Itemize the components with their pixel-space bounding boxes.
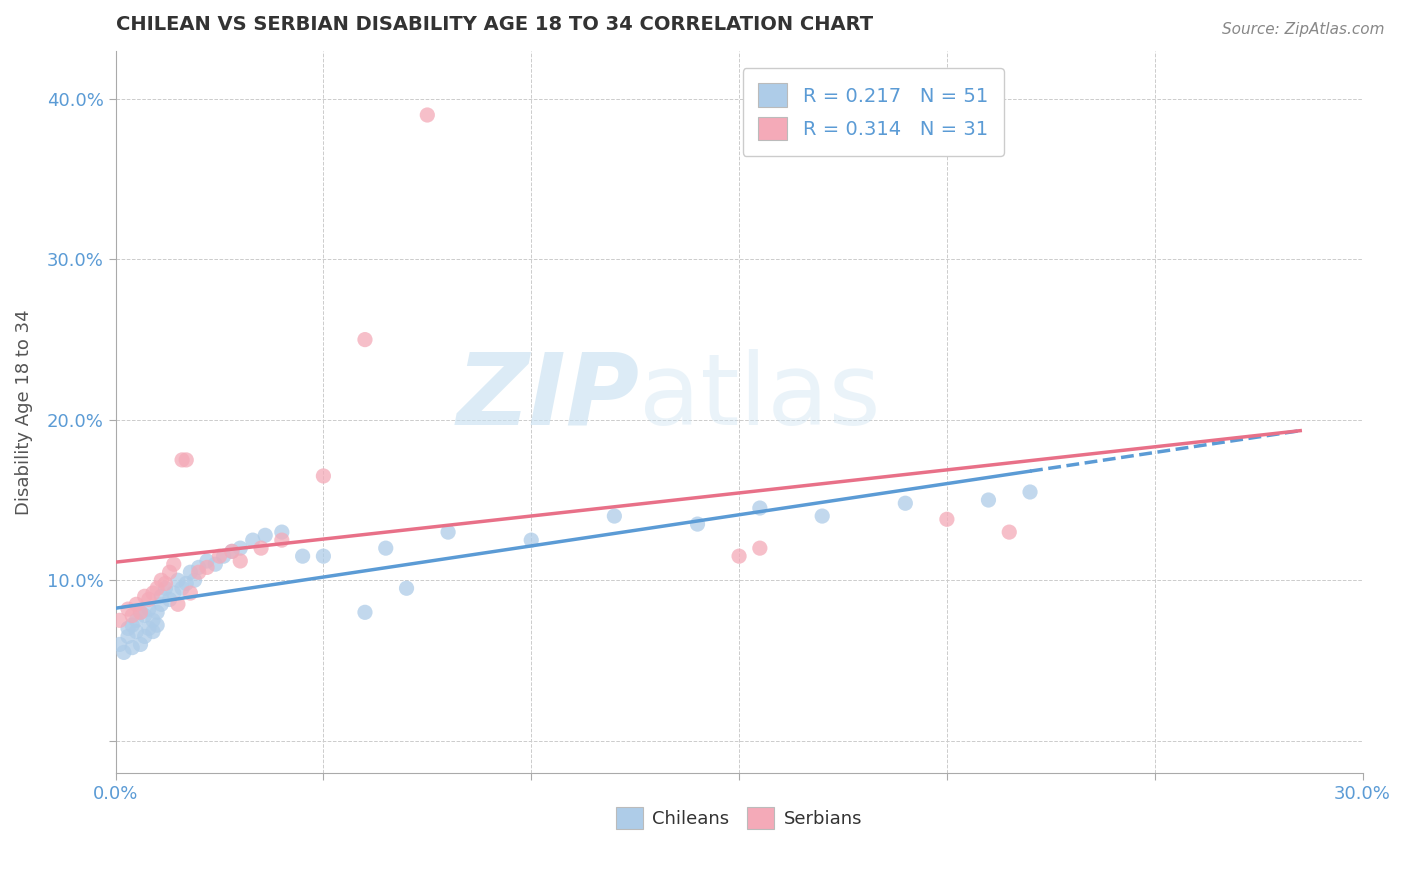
- Point: [520, 533, 543, 548]
- Point: [977, 493, 1000, 508]
- Point: [121, 640, 143, 655]
- Legend: Chileans, Serbians: Chileans, Serbians: [609, 799, 869, 836]
- Point: [221, 544, 243, 558]
- Point: [748, 501, 770, 516]
- Point: [163, 586, 186, 600]
- Text: ZIP: ZIP: [457, 349, 640, 446]
- Point: [134, 608, 156, 623]
- Point: [150, 597, 173, 611]
- Point: [138, 592, 160, 607]
- Point: [242, 533, 264, 548]
- Point: [229, 554, 252, 568]
- Text: CHILEAN VS SERBIAN DISABILITY AGE 18 TO 34 CORRELATION CHART: CHILEAN VS SERBIAN DISABILITY AGE 18 TO …: [115, 15, 873, 34]
- Point: [174, 453, 197, 467]
- Point: [686, 517, 709, 532]
- Point: [312, 549, 335, 564]
- Point: [195, 554, 218, 568]
- Point: [125, 597, 148, 611]
- Point: [159, 565, 181, 579]
- Point: [117, 621, 139, 635]
- Point: [117, 629, 139, 643]
- Y-axis label: Disability Age 18 to 34: Disability Age 18 to 34: [15, 309, 32, 515]
- Point: [121, 608, 143, 623]
- Point: [187, 565, 209, 579]
- Point: [270, 533, 292, 548]
- Point: [134, 589, 156, 603]
- Text: atlas: atlas: [640, 349, 882, 446]
- Point: [354, 333, 377, 347]
- Text: Source: ZipAtlas.com: Source: ZipAtlas.com: [1222, 22, 1385, 37]
- Point: [174, 576, 197, 591]
- Point: [170, 581, 193, 595]
- Point: [146, 581, 169, 595]
- Point: [894, 496, 917, 510]
- Point: [167, 573, 190, 587]
- Point: [998, 525, 1021, 540]
- Point: [142, 586, 165, 600]
- Point: [138, 621, 160, 635]
- Point: [204, 558, 226, 572]
- Point: [125, 613, 148, 627]
- Point: [170, 453, 193, 467]
- Point: [354, 605, 377, 619]
- Point: [129, 637, 152, 651]
- Point: [416, 108, 439, 122]
- Point: [155, 581, 177, 595]
- Point: [179, 565, 201, 579]
- Point: [179, 586, 201, 600]
- Point: [142, 624, 165, 639]
- Point: [134, 629, 156, 643]
- Point: [1019, 485, 1042, 500]
- Point: [270, 525, 292, 540]
- Point: [208, 549, 231, 564]
- Point: [163, 558, 186, 572]
- Point: [748, 541, 770, 556]
- Point: [121, 618, 143, 632]
- Point: [395, 581, 418, 595]
- Point: [112, 645, 135, 659]
- Point: [187, 560, 209, 574]
- Point: [142, 613, 165, 627]
- Point: [935, 512, 957, 526]
- Point: [195, 560, 218, 574]
- Point: [146, 605, 169, 619]
- Point: [125, 624, 148, 639]
- Point: [254, 528, 277, 542]
- Point: [221, 544, 243, 558]
- Point: [167, 597, 190, 611]
- Point: [437, 525, 460, 540]
- Point: [728, 549, 751, 564]
- Point: [159, 592, 181, 607]
- Point: [229, 541, 252, 556]
- Point: [117, 602, 139, 616]
- Point: [108, 637, 131, 651]
- Point: [291, 549, 314, 564]
- Point: [374, 541, 396, 556]
- Point: [183, 573, 205, 587]
- Point: [312, 469, 335, 483]
- Point: [108, 613, 131, 627]
- Point: [129, 605, 152, 619]
- Point: [146, 618, 169, 632]
- Point: [250, 541, 273, 556]
- Point: [138, 602, 160, 616]
- Point: [212, 549, 235, 564]
- Point: [129, 605, 152, 619]
- Point: [155, 576, 177, 591]
- Point: [150, 589, 173, 603]
- Point: [811, 509, 834, 524]
- Point: [603, 509, 626, 524]
- Point: [150, 573, 173, 587]
